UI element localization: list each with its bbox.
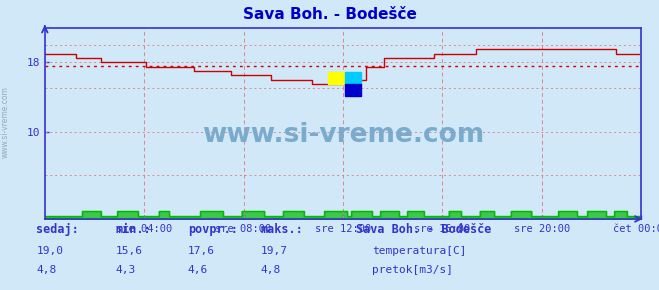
Text: sedaj:: sedaj: (36, 224, 79, 236)
Text: maks.:: maks.: (260, 224, 303, 236)
Text: pretok[m3/s]: pretok[m3/s] (372, 265, 453, 275)
Text: 15,6: 15,6 (115, 246, 142, 256)
Text: 4,3: 4,3 (115, 265, 136, 275)
Text: temperatura[C]: temperatura[C] (372, 246, 467, 256)
Text: 4,6: 4,6 (188, 265, 208, 275)
Text: Sava Boh. - Bodešče: Sava Boh. - Bodešče (356, 224, 491, 236)
FancyBboxPatch shape (328, 72, 345, 84)
Text: Sava Boh. - Bodešče: Sava Boh. - Bodešče (243, 7, 416, 22)
Text: povpr.:: povpr.: (188, 224, 238, 236)
FancyBboxPatch shape (345, 84, 362, 97)
Text: 17,6: 17,6 (188, 246, 215, 256)
Text: 19,7: 19,7 (260, 246, 287, 256)
Text: 4,8: 4,8 (36, 265, 57, 275)
FancyBboxPatch shape (345, 72, 362, 84)
Text: www.si-vreme.com: www.si-vreme.com (1, 86, 10, 158)
Text: www.si-vreme.com: www.si-vreme.com (202, 122, 484, 148)
Text: 4,8: 4,8 (260, 265, 281, 275)
Text: min.:: min.: (115, 224, 151, 236)
Text: 19,0: 19,0 (36, 246, 63, 256)
